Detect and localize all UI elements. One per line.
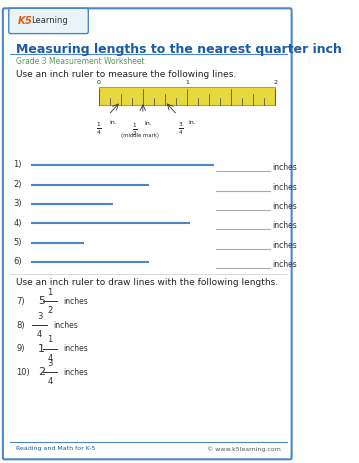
Text: in.: in. (144, 120, 152, 125)
Text: Use an inch ruler to measure the following lines.: Use an inch ruler to measure the followi… (16, 70, 236, 80)
Text: 1: 1 (47, 288, 53, 297)
Text: 8): 8) (16, 321, 25, 330)
Text: 1: 1 (185, 80, 189, 85)
Text: inches: inches (272, 202, 297, 211)
Text: Grade 3 Measurement Worksheet: Grade 3 Measurement Worksheet (16, 56, 145, 66)
Text: K: K (18, 16, 25, 26)
Bar (99, 87, 275, 105)
Text: 5: 5 (38, 296, 45, 307)
Text: inches: inches (272, 163, 297, 172)
Text: in.: in. (188, 120, 196, 125)
Text: inches: inches (63, 368, 88, 377)
Text: inches: inches (63, 344, 88, 353)
Text: $\frac{1}{2}$: $\frac{1}{2}$ (132, 121, 137, 138)
Text: 7): 7) (16, 297, 25, 306)
Text: 1): 1) (13, 160, 22, 169)
Text: 10): 10) (16, 368, 30, 377)
Text: inches: inches (53, 321, 78, 330)
Text: inches: inches (63, 297, 88, 306)
FancyBboxPatch shape (9, 8, 88, 34)
Text: 5): 5) (13, 238, 22, 247)
Text: 1: 1 (47, 335, 53, 344)
Text: Reading and Math for K-5: Reading and Math for K-5 (16, 446, 95, 451)
Text: 2: 2 (38, 367, 45, 377)
Text: 4: 4 (47, 377, 53, 386)
Text: $\frac{3}{4}$: $\frac{3}{4}$ (178, 121, 184, 138)
Text: inches: inches (272, 221, 297, 231)
Text: 4: 4 (37, 330, 42, 339)
Text: in.: in. (109, 120, 117, 125)
Text: 3: 3 (47, 359, 53, 368)
Text: inches: inches (272, 260, 297, 269)
Text: © www.k5learning.com: © www.k5learning.com (208, 446, 281, 451)
Text: 4: 4 (47, 354, 53, 363)
Text: 3): 3) (13, 200, 22, 208)
Text: 6): 6) (13, 257, 22, 266)
Text: 5: 5 (25, 16, 32, 26)
Text: 2: 2 (274, 80, 278, 85)
Text: Use an inch ruler to draw lines with the following lengths.: Use an inch ruler to draw lines with the… (16, 277, 278, 287)
Text: 4): 4) (13, 219, 22, 228)
Text: (middle mark): (middle mark) (121, 132, 159, 138)
Text: 3: 3 (37, 312, 42, 321)
Text: 2: 2 (47, 306, 53, 315)
Text: inches: inches (272, 241, 297, 250)
Text: inches: inches (272, 183, 297, 192)
Text: 2): 2) (13, 180, 22, 189)
Text: 1: 1 (38, 344, 45, 354)
Text: Measuring lengths to the nearest quarter inch: Measuring lengths to the nearest quarter… (16, 43, 342, 56)
Text: 0: 0 (97, 80, 101, 85)
Text: Learning: Learning (31, 16, 67, 25)
Text: $\frac{1}{4}$: $\frac{1}{4}$ (96, 121, 102, 138)
Text: 9): 9) (16, 344, 25, 353)
